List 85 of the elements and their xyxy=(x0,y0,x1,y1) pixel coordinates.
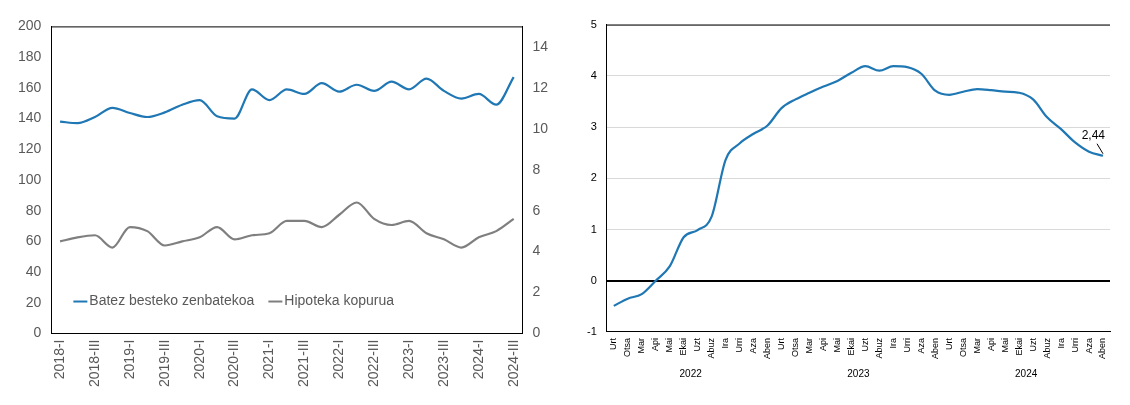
y2-tick-label: 8 xyxy=(532,160,541,177)
x-tick-label: 2019-III xyxy=(155,339,172,388)
x-tick-label: Otsa xyxy=(622,337,633,357)
x-tick-label: Aza xyxy=(748,337,759,354)
x-tick-label: Urri xyxy=(901,337,912,353)
x-tick-label: Uzt xyxy=(1027,337,1038,352)
y-tick-label: 60 xyxy=(25,232,42,249)
y2-tick-label: 4 xyxy=(532,242,541,259)
y-tick-label: 5 xyxy=(590,17,597,30)
x-tick-label: Abuz xyxy=(873,337,884,359)
x-tick-label: Aza xyxy=(1083,337,1094,354)
y-tick-label: 20 xyxy=(25,293,42,310)
x-tick-label: Mar xyxy=(636,337,647,354)
data-label: 2,44 xyxy=(1081,128,1106,143)
x-tick-label: Mai xyxy=(664,337,675,353)
y-tick-label: 2 xyxy=(590,171,597,184)
y-tick-label: 180 xyxy=(18,47,42,64)
y2-tick-label: 6 xyxy=(532,201,541,218)
y-tick-label: 0 xyxy=(590,273,597,286)
y-tick-label: 40 xyxy=(25,262,42,279)
text: 2024 xyxy=(1015,367,1038,379)
y-tick-label: 160 xyxy=(18,78,42,95)
legend-label: Hipoteka kopurua xyxy=(284,292,395,309)
x-tick-label: Urt xyxy=(775,337,786,350)
x-tick-label: 2021-I xyxy=(260,339,277,380)
y-tick-label: 4 xyxy=(590,68,597,81)
x-tick-label: Ira xyxy=(720,337,731,349)
y-tick-label: 3 xyxy=(590,120,597,133)
x-tick-label: Ekai xyxy=(678,337,689,356)
y2-tick-label: 2 xyxy=(532,283,541,300)
x-tick-label: Aza xyxy=(915,337,926,354)
line-series xyxy=(58,75,515,125)
x-tick-label: Mai xyxy=(831,337,842,353)
x-tick-label: Aben xyxy=(762,337,773,360)
y-tick-label: 120 xyxy=(18,140,42,157)
x-tick-label: Urt xyxy=(608,337,619,350)
x-tick-label: Mar xyxy=(803,337,814,354)
x-tick-label: 2024-III xyxy=(504,339,521,388)
y-tick-label: -1 xyxy=(587,325,597,338)
text: 2022 xyxy=(679,367,703,379)
x-tick-label: Urri xyxy=(1069,337,1080,353)
y-tick-label: 80 xyxy=(25,201,42,218)
x-tick-label: Aben xyxy=(1097,337,1108,360)
x-tick-label: Api xyxy=(817,337,828,351)
x-tick-label: 2024-I xyxy=(469,339,486,380)
x-tick-label: Otsa xyxy=(957,337,968,357)
x-tick-label: Api xyxy=(985,337,996,351)
x-tick-label: Api xyxy=(650,337,661,351)
y2-tick-label: 14 xyxy=(532,37,549,54)
x-tick-label: 2018-III xyxy=(85,339,102,388)
x-tick-label: 2019-I xyxy=(120,339,137,380)
x-tick-label: Ekai xyxy=(1013,337,1024,356)
x-tick-label: Ekai xyxy=(845,337,856,356)
y-tick-label: 140 xyxy=(18,109,42,126)
x-tick-label: Ira xyxy=(887,337,898,349)
x-tick-label: 2023-I xyxy=(399,339,416,380)
x-tick-label: Mar xyxy=(971,337,982,354)
y-tick-label: 200 xyxy=(18,17,42,34)
y-tick-label: 1 xyxy=(590,222,597,235)
x-tick-label: Aben xyxy=(929,337,940,360)
y2-tick-label: 12 xyxy=(532,78,549,95)
x-tick-label: 2018-I xyxy=(50,339,67,380)
x-tick-label: Abuz xyxy=(706,337,717,359)
x-tick-label: Uzt xyxy=(692,337,703,352)
legend-label: Batez besteko zenbatekoa xyxy=(89,292,255,309)
text: 2023 xyxy=(847,367,870,379)
x-tick-label: 2020-III xyxy=(225,339,242,388)
x-tick-label: 2022-III xyxy=(364,339,381,388)
x-tick-label: Urri xyxy=(734,337,745,353)
y2-tick-label: 10 xyxy=(532,119,549,136)
y-tick-label: 100 xyxy=(18,170,42,187)
x-tick-label: Ira xyxy=(1055,337,1066,349)
x-tick-label: Mai xyxy=(999,337,1010,353)
x-tick-label: 2021-III xyxy=(295,339,312,388)
x-tick-label: Otsa xyxy=(789,337,800,357)
line-series xyxy=(58,201,515,249)
x-tick-label: 2022-I xyxy=(330,339,347,380)
x-tick-label: Abuz xyxy=(1041,337,1052,359)
line-series xyxy=(612,65,1105,307)
y-tick-label: 0 xyxy=(33,324,42,341)
y2-tick-label: 0 xyxy=(532,324,541,341)
x-tick-label: Urt xyxy=(943,337,954,350)
x-tick-label: Uzt xyxy=(859,337,870,352)
x-tick-label: 2020-I xyxy=(190,339,207,380)
x-tick-label: 2023-III xyxy=(434,339,451,388)
